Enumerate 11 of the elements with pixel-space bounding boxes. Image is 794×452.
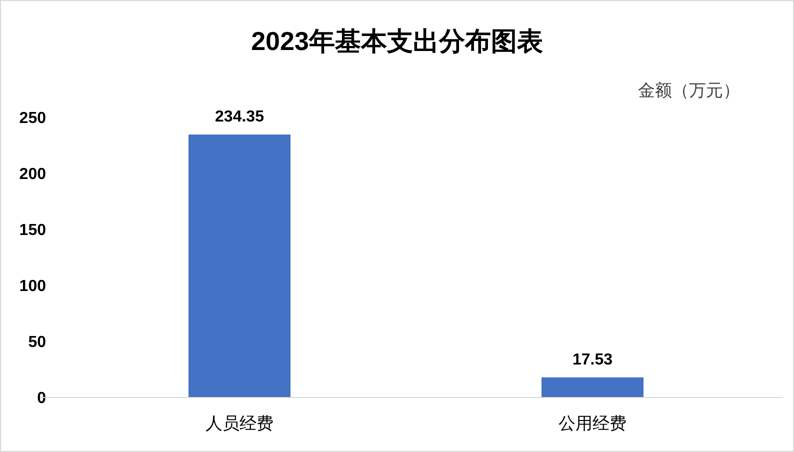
y-tick-label: 50 — [28, 334, 46, 351]
x-tick-label: 人员经费 — [206, 414, 274, 433]
y-tick-label: 250 — [19, 110, 46, 127]
y-tick-label: 200 — [19, 166, 46, 183]
x-tick-label: 公用经费 — [558, 414, 626, 433]
data-label: 17.53 — [572, 351, 613, 368]
y-tick-label: 100 — [19, 278, 46, 295]
chart-title: 2023年基本支出分布图表 — [251, 26, 543, 56]
data-label: 234.35 — [215, 108, 264, 126]
y-tick-label: 150 — [19, 222, 46, 239]
y-axis-title: 金额（万元） — [638, 81, 740, 100]
